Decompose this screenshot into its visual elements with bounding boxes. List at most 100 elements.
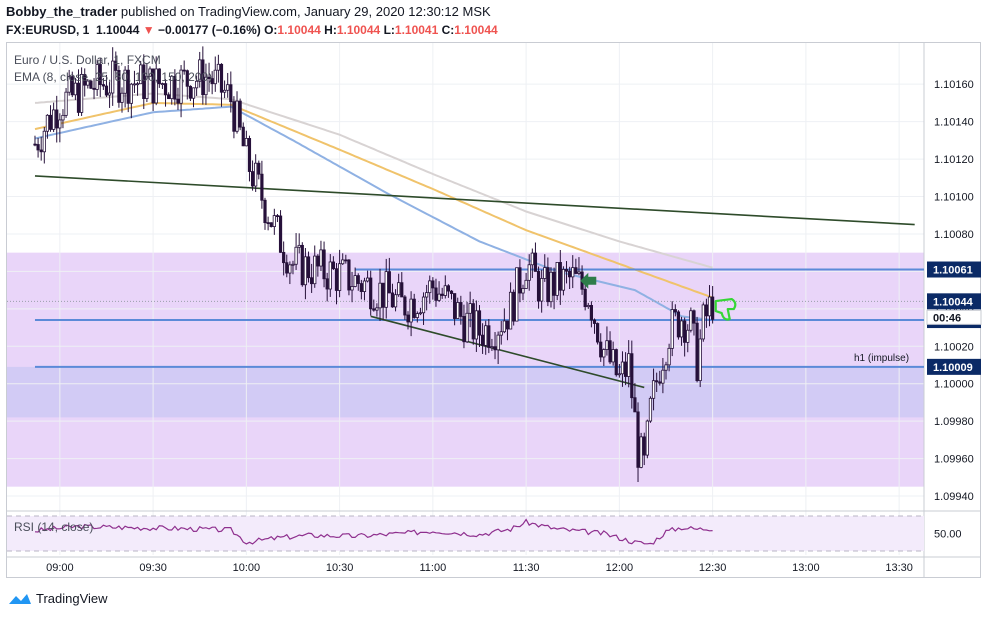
candle-body [515,267,519,322]
candle-body [692,310,696,324]
candle-body [123,69,127,94]
tradingview-footer[interactable]: TradingView [8,591,108,606]
candle-body [316,255,320,267]
current-price-label: 1.10044 [933,296,974,308]
candle-body [151,68,155,104]
candle-body [322,249,326,280]
candle-body [549,271,553,303]
candle-body [300,244,304,286]
y-tick-label: 1.09940 [934,491,974,503]
candle-body [179,69,183,104]
x-tick-label: 11:30 [513,562,540,574]
candle-body [642,436,646,456]
candle-body [254,162,258,187]
x-tick-label: 12:30 [699,562,727,574]
candle-body [201,59,205,96]
candle-body [561,269,566,291]
candle-body [282,251,286,264]
trend-line[interactable] [370,315,645,389]
candle-body [449,290,454,294]
x-tick-label: 13:30 [885,562,913,574]
candle-body [244,138,248,147]
candle-body [384,271,388,308]
candle-body [655,380,659,383]
candle-body [639,436,643,468]
candle-body [393,294,398,308]
thumbs-down-icon[interactable] [714,297,737,321]
level-price-tag [927,358,981,375]
candle-body [459,302,463,317]
candle-body [502,320,506,333]
level-note-label: h1 (impulse) [854,353,909,364]
price-change: −0.00177 (−0.16%) [157,23,261,37]
candle-body [369,277,373,310]
candle-body [36,144,40,151]
candle-body [129,83,133,104]
candle-body [64,91,68,116]
publish-line: Bobby_the_trader published on TradingVie… [6,4,491,19]
candle-body [163,83,168,96]
candle-body [188,85,192,99]
candle-body [381,282,385,308]
candle-body [605,340,609,350]
candle-body [667,347,671,366]
candle-body [139,64,143,85]
y-tick-label: 1.09960 [934,454,974,466]
y-tick-label: 1.10000 [934,379,974,391]
publish-info: published on TradingView.com, January 29… [120,4,491,19]
candle-body [627,353,631,377]
x-tick-label: 11:00 [420,562,447,574]
candle-body [505,320,510,330]
current-price-tag [927,293,981,310]
candle-body [397,282,401,296]
candle-body [689,310,693,331]
candle-body [341,259,345,265]
candle-body [474,310,478,340]
candle-body [92,87,96,90]
candle-body [471,303,475,340]
candle-body [521,288,525,294]
candle-body [512,291,516,322]
candle-body [325,278,329,290]
candle-body [617,373,621,376]
candle-body [45,114,50,132]
candle-body [145,75,149,99]
y-tick-label: 1.10160 [934,79,974,91]
low-value: 1.10041 [394,23,439,37]
y-tick-label: 1.10140 [934,117,974,129]
author-name[interactable]: Bobby_the_trader [6,4,118,19]
candle-body [711,296,715,320]
candle-body [630,353,634,399]
candle-body [213,69,217,85]
candle-body [250,171,255,187]
candle-body [303,256,308,286]
arrow-left-icon[interactable] [580,272,597,289]
candle-body [154,68,158,104]
x-tick-label: 13:00 [792,562,820,574]
candle-body [698,338,702,382]
candle-body [272,215,276,227]
trend-line[interactable] [34,175,915,226]
candle-body [645,420,649,456]
candle-body [257,162,261,175]
candle-body [480,334,485,346]
candle-body [210,78,214,85]
candle-body [465,312,469,343]
candle-body [599,341,603,358]
ema-50-line [34,105,713,322]
candle-body [499,331,503,336]
candle-body [390,292,395,308]
candle-body [142,64,146,99]
candle-body [198,59,202,82]
candle-body [347,259,351,291]
brand-name: TradingView [36,591,108,606]
y-tick-label: 1.10120 [934,154,974,166]
candle-body [683,320,687,343]
candle-body [378,282,382,309]
candle-body [288,264,292,274]
candle-body [558,261,562,291]
candle-body [527,264,531,281]
candle-body [170,75,174,100]
candle-body [132,83,137,86]
